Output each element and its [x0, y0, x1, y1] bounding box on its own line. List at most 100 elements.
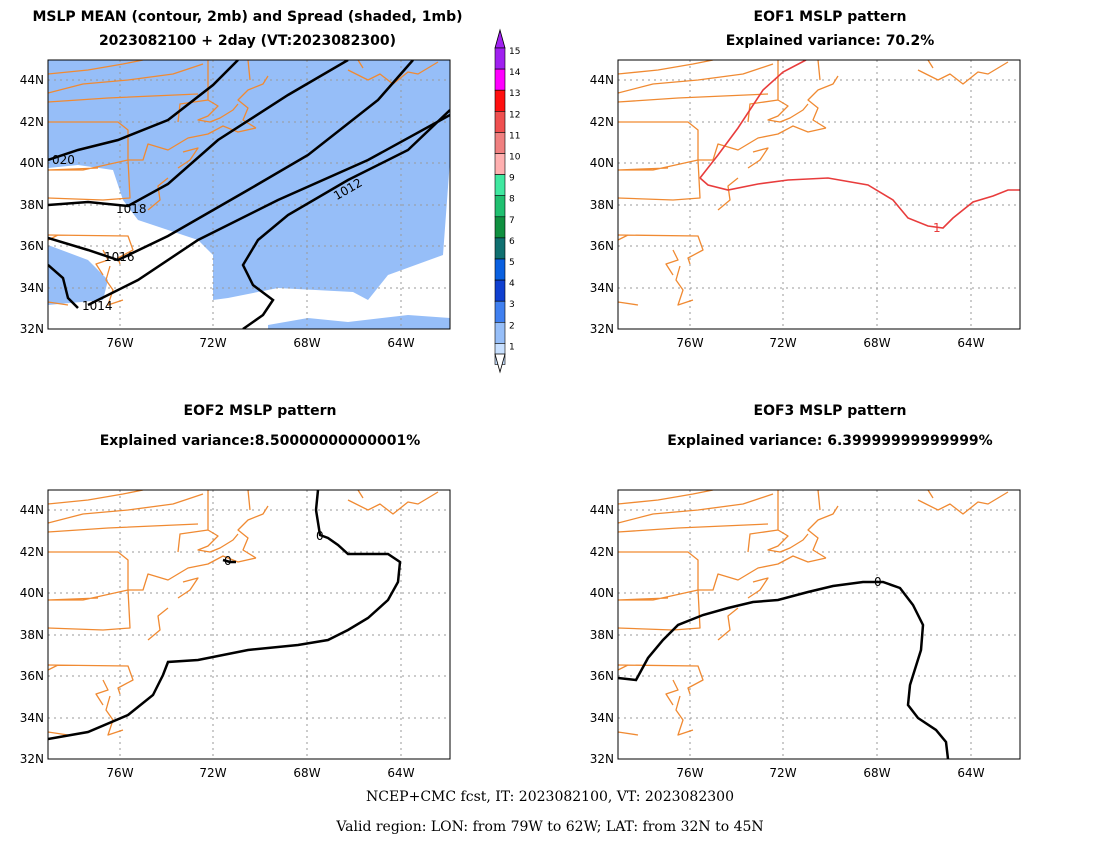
- colorbar-cell: [494, 68, 506, 91]
- svg-text:36N: 36N: [590, 239, 614, 253]
- colorbar-bottom-arrow: [494, 353, 506, 374]
- contour-label: 0: [874, 575, 882, 589]
- panel4-subtitle: Explained variance: 6.39999999999999%: [667, 433, 993, 449]
- svg-text:32N: 32N: [20, 752, 44, 766]
- panel2-lon-labels: 76W 72W 68W 64W: [676, 336, 984, 350]
- svg-text:68W: 68W: [293, 336, 320, 350]
- contour-label: 1: [933, 221, 941, 235]
- svg-text:44N: 44N: [590, 73, 614, 87]
- panel1-title: MSLP MEAN (contour, 2mb) and Spread (sha…: [32, 9, 463, 25]
- colorbar-label: 3: [509, 300, 515, 310]
- svg-text:40N: 40N: [590, 156, 614, 170]
- svg-text:76W: 76W: [106, 766, 133, 780]
- contour-label: 1018: [116, 202, 147, 216]
- svg-text:64W: 64W: [387, 766, 414, 780]
- panel1-lat-labels: 44N 42N 40N 38N 36N 34N 32N: [20, 73, 44, 336]
- svg-text:44N: 44N: [590, 503, 614, 517]
- svg-text:34N: 34N: [590, 711, 614, 725]
- contour-label: 0: [316, 529, 324, 543]
- svg-text:32N: 32N: [590, 322, 614, 336]
- svg-text:42N: 42N: [20, 545, 44, 559]
- colorbar-cell: [494, 111, 506, 133]
- panel4-lon-labels: 76W 72W 68W 64W: [676, 766, 984, 780]
- svg-text:72W: 72W: [769, 766, 796, 780]
- eof1-contours: [699, 60, 1020, 229]
- svg-text:40N: 40N: [20, 586, 44, 600]
- colorbar-label: 13: [509, 89, 520, 99]
- colorbar-cell: [494, 300, 506, 323]
- panel2-title: EOF1 MSLP pattern: [753, 9, 907, 25]
- panel4-title: EOF3 MSLP pattern: [753, 403, 907, 419]
- colorbar-label: 14: [509, 68, 521, 78]
- svg-text:76W: 76W: [676, 766, 703, 780]
- colorbar-cell: [494, 216, 506, 239]
- contour-label: 0: [224, 554, 232, 568]
- footer-forecast-info: NCEP+CMC fcst, IT: 2023082100, VT: 20230…: [366, 789, 734, 805]
- panel3-map: 0 0: [47, 489, 451, 760]
- svg-text:38N: 38N: [590, 198, 614, 212]
- svg-text:38N: 38N: [20, 628, 44, 642]
- colorbar-cell: [494, 89, 506, 112]
- svg-text:34N: 34N: [20, 281, 44, 295]
- footer-valid-region: Valid region: LON: from 79W to 62W; LAT:…: [336, 819, 764, 835]
- svg-text:64W: 64W: [957, 766, 984, 780]
- svg-text:42N: 42N: [590, 115, 614, 129]
- mslp-contours: [48, 60, 450, 329]
- svg-text:42N: 42N: [20, 115, 44, 129]
- svg-text:40N: 40N: [20, 156, 44, 170]
- colorbar-label: 5: [509, 258, 515, 268]
- svg-text:68W: 68W: [863, 766, 890, 780]
- colorbar-top-arrow: [494, 28, 506, 49]
- colorbar-cell: [494, 237, 506, 260]
- svg-text:72W: 72W: [769, 336, 796, 350]
- colorbar-cell: [494, 174, 506, 197]
- spread-shading: [48, 60, 450, 329]
- svg-text:36N: 36N: [20, 669, 44, 683]
- svg-text:36N: 36N: [590, 669, 614, 683]
- colorbar-label: 15: [509, 47, 520, 57]
- panel3-subtitle: Explained variance:8.50000000000001%: [99, 433, 421, 449]
- svg-text:38N: 38N: [20, 198, 44, 212]
- panel1-lon-labels: 76W 72W 68W 64W: [106, 336, 414, 350]
- svg-text:72W: 72W: [199, 336, 226, 350]
- svg-text:34N: 34N: [590, 281, 614, 295]
- svg-text:32N: 32N: [20, 322, 44, 336]
- svg-text:34N: 34N: [20, 711, 44, 725]
- colorbar-label: 1: [509, 342, 515, 352]
- eof3-contours: [618, 580, 950, 759]
- colorbar-label: 11: [509, 131, 520, 141]
- colorbar-cell: [494, 195, 506, 218]
- panel4-map: 0: [617, 489, 1021, 760]
- svg-text:76W: 76W: [676, 336, 703, 350]
- colorbar-label: 4: [509, 279, 515, 289]
- contour-label: 1014: [82, 299, 113, 313]
- colorbar-cell: [494, 47, 506, 70]
- contour-label: 1016: [104, 250, 135, 264]
- panel2-subtitle: Explained variance: 70.2%: [725, 33, 935, 49]
- svg-text:44N: 44N: [20, 503, 44, 517]
- svg-text:44N: 44N: [20, 73, 44, 87]
- colorbar-label: 6: [509, 237, 515, 247]
- spread-colorbar: 15 14 13 12 11 10 9 8 7 6 5 4 3 2 1: [494, 28, 521, 374]
- colorbar-cell: [494, 321, 506, 344]
- svg-text:42N: 42N: [590, 545, 614, 559]
- svg-text:32N: 32N: [590, 752, 614, 766]
- colorbar-label: 12: [509, 110, 520, 120]
- colorbar-cell: [494, 258, 506, 281]
- svg-text:40N: 40N: [590, 586, 614, 600]
- panel3-lat-labels: 44N 42N 40N 38N 36N 34N 32N: [20, 503, 44, 766]
- panel3-title: EOF2 MSLP pattern: [183, 403, 337, 419]
- panel1-subtitle: 2023082100 + 2day (VT:2023082300): [98, 33, 397, 49]
- colorbar-label: 9: [509, 174, 515, 184]
- colorbar-cell: [494, 132, 506, 154]
- panel2-map: 1: [617, 59, 1021, 330]
- colorbar-cell: [494, 279, 506, 302]
- svg-text:68W: 68W: [863, 336, 890, 350]
- colorbar-label: 10: [509, 153, 521, 163]
- panel3-lon-labels: 76W 72W 68W 64W: [106, 766, 414, 780]
- svg-text:36N: 36N: [20, 239, 44, 253]
- panel1-map: 020 1018 1016 1014 1012: [47, 59, 451, 330]
- colorbar-label: 7: [509, 216, 515, 226]
- panel2-lat-labels: 44N 42N 40N 38N 36N 34N 32N: [590, 73, 614, 336]
- svg-text:64W: 64W: [387, 336, 414, 350]
